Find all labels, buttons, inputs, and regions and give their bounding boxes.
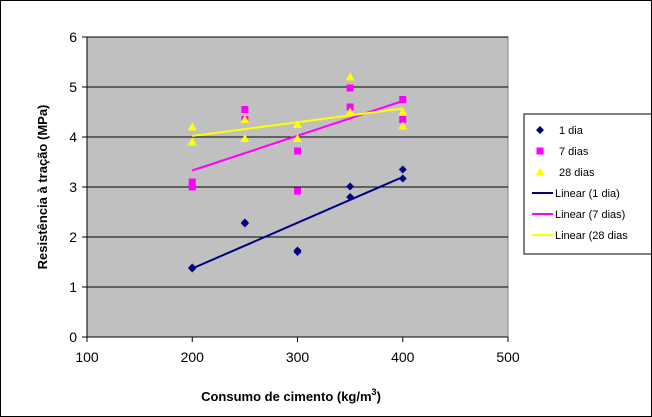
data-point <box>240 115 250 123</box>
data-point <box>187 137 197 146</box>
data-point <box>188 178 196 186</box>
data-point <box>293 134 302 142</box>
data-point <box>293 120 302 128</box>
data-point <box>399 116 407 123</box>
y-tick-label: 2 <box>69 229 77 245</box>
legend: 1 dia 7 dias 28 dias Linear (1 dia) Linear (… <box>523 113 651 255</box>
data-point <box>398 174 407 183</box>
legend-label: 28 dias <box>559 167 595 179</box>
data-point <box>188 263 197 272</box>
data-points <box>187 72 408 273</box>
data-point <box>399 96 407 103</box>
x-tick-label: 300 <box>286 349 310 365</box>
legend-label: 7 dias <box>559 146 589 158</box>
x-axis-ticks: 100 200 300 400 500 <box>75 336 520 365</box>
trendline <box>191 176 404 270</box>
data-point <box>294 147 301 155</box>
data-point <box>536 147 544 155</box>
data-point <box>535 167 545 176</box>
x-axis-title: Consumo de cimento (kg/m3) <box>201 387 381 404</box>
x-tick-label: 100 <box>75 349 99 365</box>
data-point <box>346 193 355 201</box>
data-point <box>346 182 355 191</box>
y-tick-label: 5 <box>69 79 77 95</box>
y-axis-ticks: 0 1 2 3 4 5 6 <box>69 29 88 345</box>
legend-label: Linear (1 dia) <box>555 188 620 200</box>
data-point <box>345 107 355 116</box>
data-point <box>240 134 250 142</box>
y-tick-label: 6 <box>69 29 77 45</box>
data-point <box>398 121 408 130</box>
data-point <box>346 84 354 92</box>
y-tick-label: 4 <box>69 129 77 145</box>
data-point <box>398 107 408 116</box>
y-tick-label: 3 <box>69 179 77 195</box>
x-tick-label: 500 <box>496 349 520 365</box>
data-point <box>240 218 249 227</box>
legend-label: Linear (28 dias <box>555 230 628 242</box>
legend-box <box>523 113 651 255</box>
data-point <box>536 126 544 134</box>
data-point <box>294 187 301 195</box>
data-point <box>345 72 355 81</box>
y-axis-title: Resistência à tração (MPa) <box>35 105 50 270</box>
y-tick-label: 1 <box>69 279 77 295</box>
data-point <box>188 183 196 191</box>
x-tick-label: 200 <box>181 349 205 365</box>
data-point <box>293 246 302 255</box>
y-tick-label: 0 <box>69 329 77 345</box>
x-tick-label: 400 <box>391 349 415 365</box>
data-point <box>398 165 407 174</box>
data-point <box>346 103 354 111</box>
data-point <box>187 122 197 131</box>
legend-label: Linear (7 dias) <box>555 209 625 221</box>
data-point <box>241 106 249 113</box>
legend-label: 1 dia <box>559 125 584 137</box>
